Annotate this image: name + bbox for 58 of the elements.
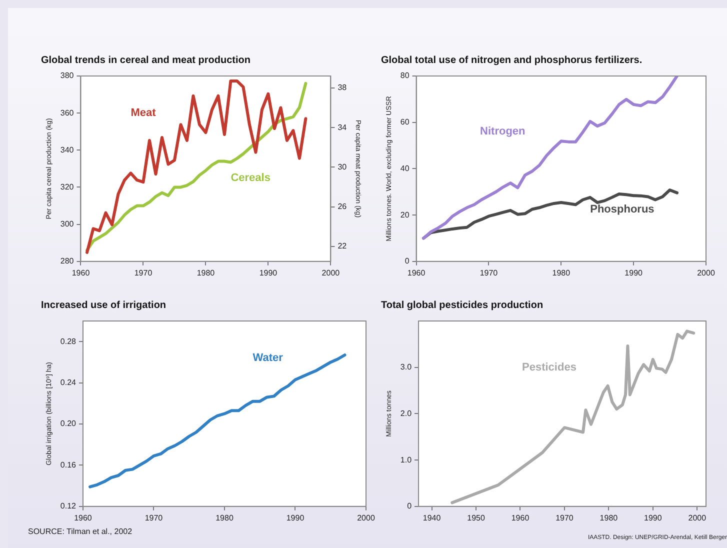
x-tick-label: 1960 [72,268,90,278]
y-tick-label: 1.0 [400,455,412,464]
y-tick-label: 280 [60,256,74,266]
y-tick-label: 80 [400,71,410,80]
x-tick-label: 1990 [644,513,662,522]
x-tick-label: 1970 [480,268,498,278]
x-tick-label: 1990 [286,513,305,522]
series-label: Water [252,352,284,364]
source-note: SOURCE: Tilman et al., 2002 [28,527,132,538]
chart-title: Total global pesticides production [381,300,544,311]
x-tick-label: 1990 [624,268,644,278]
x-tick-label: 1960 [407,268,426,278]
y2-tick-label: 26 [338,202,348,212]
x-tick-label: 1970 [556,513,574,522]
y-tick-label: 20 [400,210,410,220]
y-tick-label: 0.28 [60,336,77,346]
y-tick-label: 3.0 [400,362,412,372]
x-tick-label: 1980 [552,268,571,278]
y-tick-label: 340 [60,145,74,154]
y2-tick-label: 22 [338,242,348,251]
x-tick-label: 1970 [134,268,153,278]
y-tick-label: 0 [404,256,410,266]
y-tick-label: 380 [60,71,74,80]
y-tick-label: 60 [400,118,410,127]
x-tick-label: 2000 [688,513,707,522]
y-tick-label: 0.12 [60,502,77,511]
y2-tick-label: 34 [338,122,348,132]
x-tick-label: 1950 [467,513,486,522]
x-tick-label: 2000 [357,513,376,522]
y-tick-label: 300 [60,220,74,229]
y-tick-label: 320 [60,182,74,192]
y2-tick-label: 30 [338,162,348,172]
series-label: Cereals [230,172,270,184]
x-tick-label: 1980 [216,513,234,522]
x-tick-label: 1990 [259,268,278,278]
text: Nitrogen [480,126,526,138]
series-label: Meat [130,107,156,120]
chart-title: Increased use of irrigation [41,300,166,311]
y-tick-label: 0.16 [60,460,77,470]
x-tick-label: 1960 [74,513,92,522]
x-tick-label: 2000 [322,268,340,278]
y-tick-label: 0 [407,502,412,511]
x-tick-label: 2000 [697,268,716,278]
y-tick-label: 40 [400,164,410,173]
y-tick-label: 360 [60,108,74,118]
series-label: Phosphorus [590,204,654,216]
y2-tick-label: 38 [338,83,348,92]
y-tick-label: 0.20 [60,419,77,428]
chart-title: Global total use of nitrogen and phosphorus fertilizers. [381,54,642,66]
x-tick-label: 1940 [422,513,442,522]
x-tick-label: 1980 [600,513,618,522]
x-tick-label: 1960 [511,513,530,522]
x-tick-label: 1980 [196,268,216,278]
chart-title: Global trends in cereal and meat production [41,54,250,66]
x-tick-label: 1970 [144,513,164,522]
text: Pesticides [522,361,576,374]
y-tick-label: 0.24 [60,378,77,388]
y-tick-label: 2.0 [400,408,412,418]
